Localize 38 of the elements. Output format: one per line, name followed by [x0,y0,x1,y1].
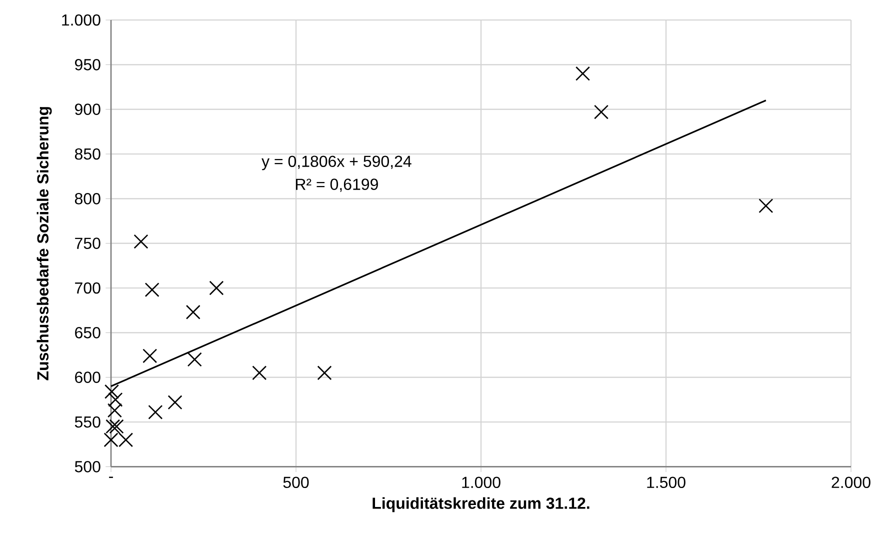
y-tick-label: 1.000 [62,14,100,26]
y-axis-title: Zuschussbedarfe Soziale Sicherung [36,107,52,380]
point [758,198,774,214]
x-tick-label: - [109,476,113,478]
y-tick-label: 900 [75,104,100,115]
x-axis-title: Liquiditätskredite zum 31.12. [372,497,590,512]
point [142,348,158,364]
point [109,419,124,434]
point [108,392,123,407]
point [187,352,202,367]
point [144,282,160,298]
y-tick-label: 550 [74,416,100,428]
y-tick-label: 950 [75,59,100,70]
point [252,366,267,380]
x-tick-label: 2.000 [832,476,870,488]
point [107,403,122,418]
y-tick-label: 700 [75,282,100,294]
point [575,66,590,81]
point [148,404,163,420]
x-tick-label: 1.500 [647,476,686,488]
y-tick-label: 650 [75,327,100,338]
y-tick-label: 850 [74,148,100,160]
point [106,419,120,434]
x-tick-label: 500 [283,476,309,488]
y-tick-label: 600 [75,372,100,383]
annotation: R² = 0,6199 [296,178,378,192]
point [104,384,120,399]
y-tick-label: 750 [75,238,100,249]
point [168,395,182,410]
point [209,280,224,296]
x-tick-label: 1.000 [462,476,500,488]
y-tick-label: 500 [74,461,100,472]
point [134,234,148,249]
point [594,104,609,120]
y-tick-label: 800 [74,193,100,204]
point [317,366,332,380]
annotation: y = 0,1806x + 590,24 [262,156,412,170]
point [186,304,200,320]
